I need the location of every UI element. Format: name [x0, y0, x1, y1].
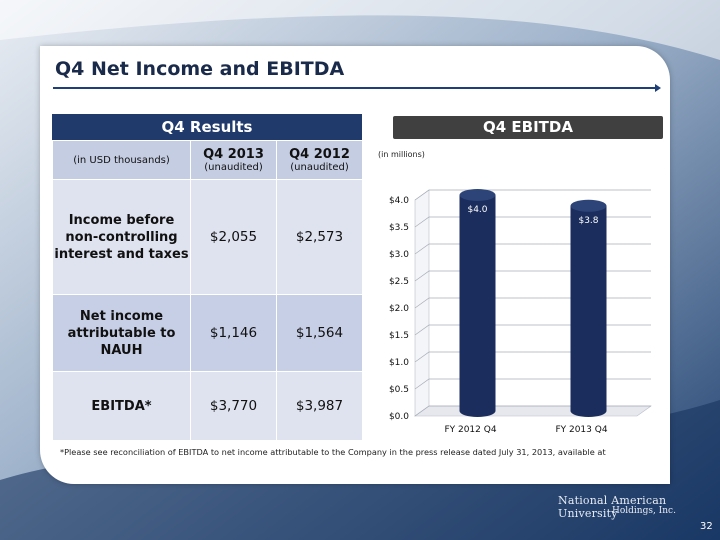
- ebitda-bar-chart: $0.0 $0.5 $1.0 $1.5 $2.0 $2.5 $3.0 $3.5 $4.0 $4.0…: [389, 189, 652, 435]
- footnote: *Please see reconciliation of EBITDA to …: [60, 447, 606, 457]
- data-label: $4.0: [467, 205, 487, 215]
- title-rule: [53, 87, 659, 89]
- y-tick-label: $1.5: [389, 331, 409, 341]
- column-label: Q4 2013: [203, 146, 264, 162]
- slide-title: Q4 Net Income and EBITDA: [55, 58, 345, 80]
- page-number: 32: [700, 521, 713, 532]
- gridline: [414, 297, 651, 309]
- y-tick-label: $0.5: [389, 385, 409, 395]
- row-label: Income before non-controlling interest a…: [52, 179, 191, 295]
- y-tick-label: $3.0: [389, 250, 409, 260]
- y-tick-label: $4.0: [389, 196, 409, 206]
- column-header: Q4 2012 (unaudited): [276, 140, 363, 180]
- chart-floor: [414, 405, 652, 417]
- row-label: Net income attributable to NAUH: [52, 294, 191, 372]
- table-cell: $2,055: [190, 179, 277, 295]
- logo-line-2: Holdings, Inc.: [612, 506, 676, 516]
- x-tick-label: FY 2012 Q4: [444, 425, 496, 435]
- gridline: [414, 351, 651, 363]
- gridline: [414, 189, 651, 201]
- row-label: EBITDA*: [52, 371, 191, 441]
- column-sublabel: (unaudited): [204, 161, 263, 173]
- y-tick-label: $1.0: [389, 358, 409, 368]
- bar-top: [459, 189, 496, 201]
- column-label: Q4 2012: [289, 146, 350, 162]
- y-tick-label: $0.0: [389, 412, 409, 422]
- gridline: [414, 243, 651, 255]
- gridline: [414, 324, 651, 336]
- table-cell: $1,564: [276, 294, 363, 372]
- y-tick-label: $3.5: [389, 223, 409, 233]
- column-sublabel: (unaudited): [290, 161, 349, 173]
- column-header: Q4 2013 (unaudited): [190, 140, 277, 180]
- chart-units-note: (in millions): [378, 150, 425, 159]
- table-cell: $3,987: [276, 371, 363, 441]
- table-row: Net income attributable to NAUH $1,146 $…: [52, 294, 363, 372]
- table-cell: $3,770: [190, 371, 277, 441]
- data-label: $3.8: [578, 216, 598, 226]
- bar: [570, 205, 607, 417]
- results-table: (in USD thousands) Q4 2013 (unaudited) Q…: [52, 140, 363, 441]
- table-cell: $2,573: [276, 179, 363, 295]
- table-row: Income before non-controlling interest a…: [52, 179, 363, 295]
- table-cell: $1,146: [190, 294, 277, 372]
- bar-top: [570, 199, 607, 212]
- chart-title: Q4 EBITDA: [393, 116, 663, 139]
- unit-label: (in USD thousands): [52, 140, 191, 180]
- table-row: EBITDA* $3,770 $3,987: [52, 371, 363, 441]
- logo-line-1: National American University: [558, 494, 667, 520]
- y-tick-label: $2.5: [389, 277, 409, 287]
- gridline: [414, 378, 651, 390]
- bar: [459, 195, 496, 417]
- gridline: [414, 216, 651, 228]
- table-header-row: (in USD thousands) Q4 2013 (unaudited) Q…: [52, 140, 363, 180]
- y-tick-label: $2.0: [389, 304, 409, 314]
- x-tick-label: FY 2013 Q4: [555, 425, 607, 435]
- title-arrow-icon: [655, 84, 661, 92]
- results-table-heading: Q4 Results: [52, 114, 362, 140]
- gridline: [414, 270, 651, 282]
